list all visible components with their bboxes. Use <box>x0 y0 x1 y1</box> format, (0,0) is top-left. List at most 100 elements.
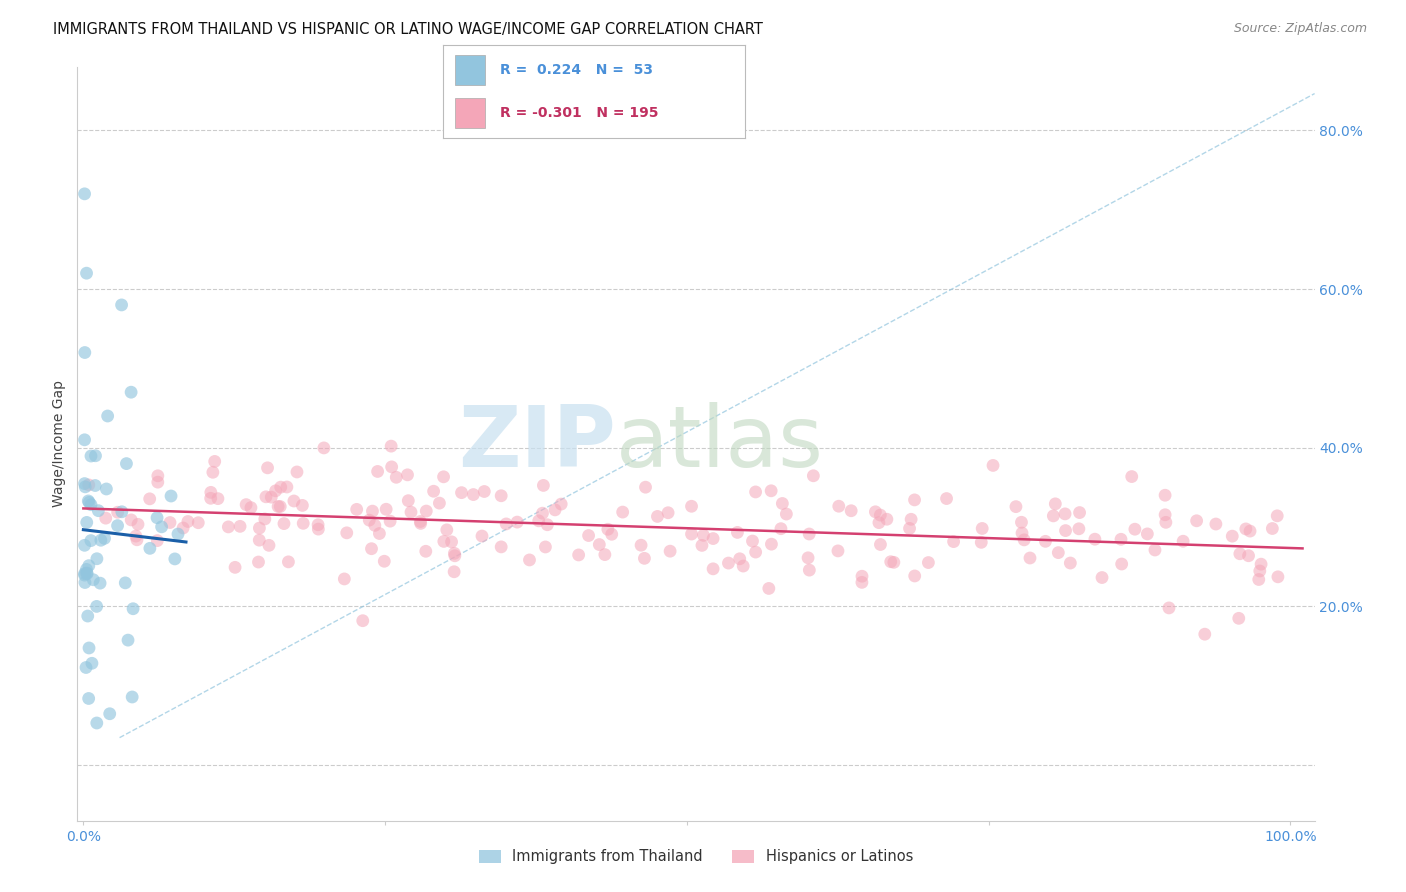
Point <box>769 522 792 536</box>
Point <box>851 575 873 590</box>
Point <box>472 484 495 499</box>
Text: atlas: atlas <box>616 402 824 485</box>
Point <box>285 465 308 479</box>
Point <box>138 491 160 506</box>
Point <box>550 497 572 511</box>
Point <box>876 512 898 526</box>
Point <box>177 515 200 529</box>
Point <box>1220 529 1243 543</box>
Point <box>207 491 229 506</box>
Point <box>77 558 100 573</box>
Point <box>111 505 134 519</box>
Point <box>75 562 97 576</box>
Point <box>229 519 252 533</box>
Point <box>463 487 485 501</box>
Point <box>73 345 96 359</box>
Point <box>536 517 558 532</box>
Point <box>690 538 713 552</box>
Point <box>1042 508 1064 523</box>
Point <box>1227 611 1250 625</box>
Point <box>903 492 925 507</box>
Point <box>97 409 120 423</box>
Point <box>775 507 797 521</box>
Point <box>346 502 368 516</box>
Point <box>935 491 957 506</box>
Point <box>200 485 222 500</box>
Point <box>1239 524 1261 538</box>
Point <box>612 505 634 519</box>
Point <box>534 540 557 554</box>
Point <box>1047 546 1070 560</box>
Point <box>375 502 398 516</box>
Point <box>657 506 679 520</box>
Point <box>744 545 766 559</box>
Point <box>799 563 821 577</box>
Point <box>125 533 148 547</box>
Point <box>367 465 389 479</box>
Point <box>544 503 567 517</box>
Point <box>201 465 224 479</box>
Text: R =  0.224   N =  53: R = 0.224 N = 53 <box>501 63 654 77</box>
Point <box>970 535 993 549</box>
Point <box>360 541 382 556</box>
Point <box>1005 500 1028 514</box>
Point <box>904 569 927 583</box>
Point <box>273 516 295 531</box>
Point <box>121 690 143 704</box>
Point <box>600 527 623 541</box>
Point <box>578 528 600 542</box>
Point <box>758 582 780 596</box>
Point <box>659 544 682 558</box>
Point <box>75 480 97 494</box>
Point <box>489 540 512 554</box>
Point <box>96 482 118 496</box>
Point <box>98 706 121 721</box>
Point <box>256 460 278 475</box>
Point <box>883 555 905 569</box>
Point <box>443 549 465 563</box>
Point <box>76 266 98 280</box>
Bar <box>456 98 485 128</box>
Point <box>1247 573 1270 587</box>
Point <box>1267 570 1289 584</box>
Text: IMMIGRANTS FROM THAILAND VS HISPANIC OR LATINO WAGE/INCOME GAP CORRELATION CHART: IMMIGRANTS FROM THAILAND VS HISPANIC OR … <box>53 22 763 37</box>
Point <box>1265 508 1288 523</box>
Point <box>1194 627 1216 641</box>
Point <box>799 527 821 541</box>
Point <box>115 457 138 471</box>
Y-axis label: Wage/Income Gap: Wage/Income Gap <box>52 380 66 508</box>
Point <box>307 522 329 536</box>
Legend: Immigrants from Thailand, Hispanics or Latinos: Immigrants from Thailand, Hispanics or L… <box>472 843 920 870</box>
Point <box>381 459 404 474</box>
Point <box>86 551 108 566</box>
Point <box>77 478 100 492</box>
Point <box>588 538 610 552</box>
Point <box>596 522 619 536</box>
Point <box>257 538 280 552</box>
Point <box>728 551 751 566</box>
Point <box>217 520 239 534</box>
Point <box>828 500 851 514</box>
Point <box>359 513 381 527</box>
Point <box>917 556 939 570</box>
Point <box>187 516 209 530</box>
Point <box>267 500 290 514</box>
Point <box>150 520 173 534</box>
Point <box>1185 514 1208 528</box>
Point <box>869 508 891 522</box>
Point <box>1154 488 1177 502</box>
Point <box>200 491 222 506</box>
Point <box>1250 557 1272 571</box>
Point <box>443 565 465 579</box>
Point <box>827 544 849 558</box>
Point <box>75 660 97 674</box>
Point <box>239 500 262 515</box>
Point <box>361 504 384 518</box>
Point <box>291 499 314 513</box>
Point <box>415 504 437 518</box>
Point <box>1237 549 1260 563</box>
Point <box>1053 507 1076 521</box>
Point <box>77 640 100 655</box>
Point <box>433 534 456 549</box>
Point <box>770 496 793 510</box>
